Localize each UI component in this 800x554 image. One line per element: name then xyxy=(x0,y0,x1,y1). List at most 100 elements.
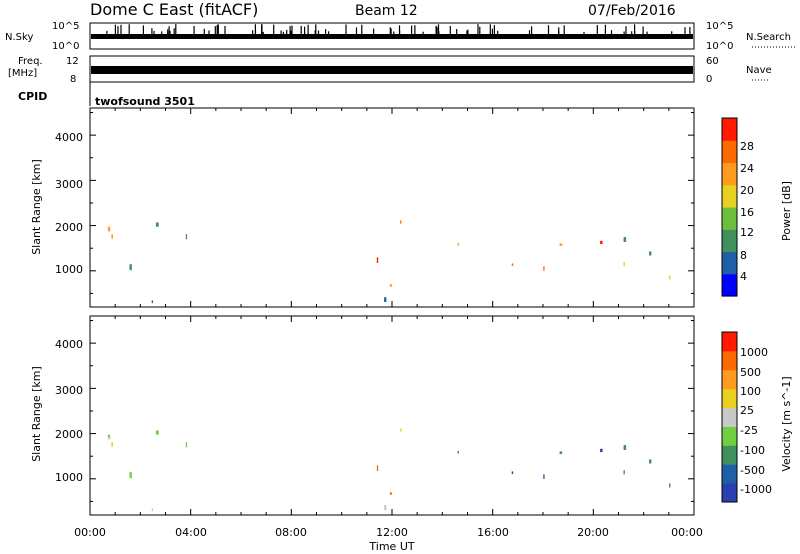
colorbar-segment xyxy=(722,229,737,253)
nsky-spike xyxy=(684,27,686,34)
xtick-0000: 00:00 xyxy=(74,526,106,539)
echo-cell xyxy=(185,442,188,448)
nsearch-label: N.Search xyxy=(746,32,791,43)
nsky-spike xyxy=(596,25,598,34)
nsky-spike xyxy=(558,30,560,34)
nsky-spike xyxy=(175,24,177,34)
echo-cell xyxy=(151,508,154,512)
nsky-spike xyxy=(399,30,401,34)
velocity-heatmap-cells xyxy=(107,428,671,512)
nsky-spike xyxy=(497,30,499,34)
nsky-spike xyxy=(634,24,636,34)
echo-cell xyxy=(376,465,379,472)
nsky-spike xyxy=(117,26,119,34)
power-cbar-tick-8: 8 xyxy=(740,249,747,262)
nsearch-tick-bottom: 10^0 xyxy=(706,41,733,52)
colorbar-segment xyxy=(722,332,737,352)
nsky-trace-band xyxy=(91,34,693,39)
nsky-spike xyxy=(623,31,625,34)
colorbar-segment xyxy=(722,184,737,208)
nsky-spike xyxy=(389,27,391,34)
colorbar-segment xyxy=(722,140,737,164)
velocity-cbar-tick-neg500: -500 xyxy=(740,464,765,477)
power-heatmap-cells xyxy=(107,220,671,304)
nsky-spike xyxy=(252,30,254,34)
nsky-spike xyxy=(489,24,491,34)
cpid-label: CPID xyxy=(18,90,47,103)
echo-cell xyxy=(384,297,387,303)
beam-label: Beam 12 xyxy=(355,3,418,19)
nave-tick-bottom: 0 xyxy=(706,74,712,85)
freq-tick-bottom: 8 xyxy=(70,74,76,85)
nsky-tick-bottom: 10^0 xyxy=(52,41,79,52)
nsky-spike xyxy=(467,29,469,34)
nsky-spike xyxy=(193,26,195,34)
nsky-spike xyxy=(631,31,633,34)
nsky-spike xyxy=(414,25,416,34)
nsky-spike xyxy=(479,26,481,34)
velocity-ytick-3000: 3000 xyxy=(55,384,83,397)
echo-cell xyxy=(389,284,392,287)
nsky-spike xyxy=(477,24,479,34)
velocity-axis-ticks xyxy=(89,316,695,515)
echo-cell xyxy=(669,275,671,280)
nsky-spike xyxy=(216,26,219,34)
echo-cell xyxy=(108,227,111,232)
power-cbar-tick-4: 4 xyxy=(740,270,747,283)
echo-cell xyxy=(389,492,392,495)
colorbar-segment xyxy=(722,162,737,186)
colorbar-segment xyxy=(722,483,737,503)
colorbar-frame xyxy=(721,331,738,503)
velocity-ytick-4000: 4000 xyxy=(55,338,83,351)
velocity-cbar-tick-neg25: -25 xyxy=(740,424,758,437)
nsky-spike xyxy=(449,26,451,34)
echo-cell xyxy=(543,266,545,271)
nsky-spike xyxy=(390,28,392,34)
nsky-spike xyxy=(328,31,330,34)
power-ytick-4000: 4000 xyxy=(55,131,83,144)
power-ytick-1000: 1000 xyxy=(55,263,83,276)
date-label: 07/Feb/2016 xyxy=(588,3,676,19)
echo-cell xyxy=(185,234,188,240)
freq-label: Freq. xyxy=(18,56,43,67)
velocity-ytick-2000: 2000 xyxy=(55,428,83,441)
velocity-cbar-tick-neg100: -100 xyxy=(740,444,765,457)
nsky-spike xyxy=(173,28,175,34)
nsky-spike xyxy=(286,29,288,34)
colorbar-segment xyxy=(722,407,737,427)
echo-cell xyxy=(376,257,379,264)
nsky-spike xyxy=(273,24,275,34)
echo-cell xyxy=(559,243,563,246)
nsky-spike xyxy=(411,25,413,34)
velocity-colorbar xyxy=(721,331,738,503)
echo-cell xyxy=(543,474,545,479)
echo-cell xyxy=(400,220,402,224)
nsky-spike xyxy=(646,31,648,34)
nsky-spike xyxy=(361,24,363,34)
echo-cell xyxy=(649,251,652,256)
nsky-spike xyxy=(289,26,291,34)
nsky-spike xyxy=(142,25,144,34)
nsky-spike xyxy=(625,26,627,34)
nsky-spike xyxy=(291,25,293,34)
nsky-spike xyxy=(217,24,219,34)
echo-cell xyxy=(107,226,110,230)
nsky-spike xyxy=(325,29,327,34)
echo-cell xyxy=(559,451,563,454)
echo-cell xyxy=(669,483,671,488)
nsky-spike xyxy=(528,30,531,34)
nsky-spike xyxy=(290,30,292,34)
echo-cell xyxy=(155,430,159,435)
nsky-spike xyxy=(583,31,585,34)
nsky-spike xyxy=(393,31,395,34)
colorbar-segment xyxy=(722,445,737,465)
colorbar-frame xyxy=(721,117,738,297)
nsky-spike xyxy=(491,28,493,34)
velocity-cbar-tick-500: 500 xyxy=(740,366,761,379)
nsky-spike xyxy=(435,25,437,34)
power-cbar-tick-28: 28 xyxy=(740,140,754,153)
nsky-spike xyxy=(300,25,302,34)
nsky-spike xyxy=(161,31,163,34)
nsky-spike xyxy=(261,24,263,34)
